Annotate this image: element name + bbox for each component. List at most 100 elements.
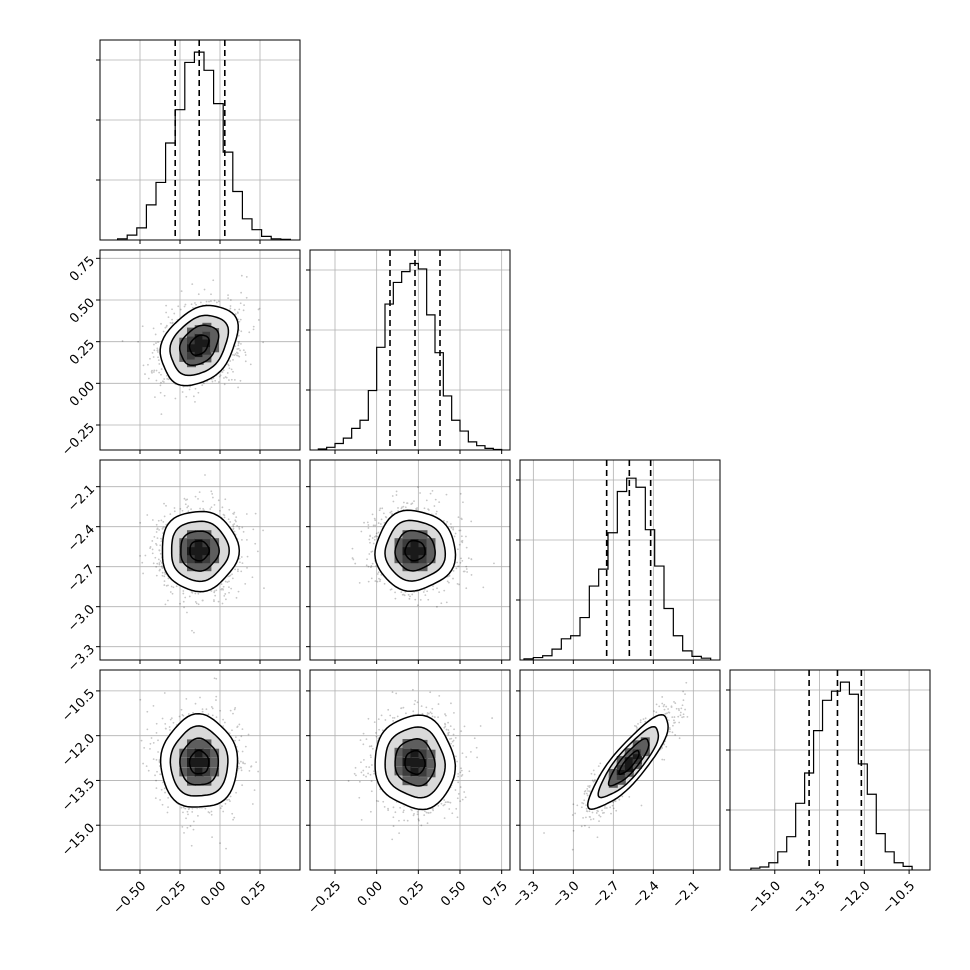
sample-point bbox=[153, 349, 156, 352]
sample-point bbox=[387, 809, 390, 812]
sample-point bbox=[443, 799, 446, 801]
sample-point bbox=[412, 710, 415, 713]
sample-point bbox=[672, 724, 674, 727]
sample-point bbox=[251, 576, 254, 579]
sample-point bbox=[599, 815, 602, 818]
sample-point bbox=[161, 717, 164, 720]
sample-point bbox=[158, 562, 161, 564]
sample-point bbox=[244, 354, 247, 356]
sample-point bbox=[151, 552, 154, 555]
sample-point bbox=[240, 769, 243, 772]
density-cell bbox=[179, 546, 189, 556]
density-cell bbox=[187, 776, 196, 786]
density-cell bbox=[194, 355, 204, 365]
sample-point bbox=[157, 751, 160, 753]
sample-point bbox=[371, 537, 374, 539]
sample-point bbox=[197, 603, 200, 606]
sample-point bbox=[222, 585, 225, 588]
sample-point bbox=[182, 590, 185, 592]
sample-point bbox=[190, 591, 193, 593]
density-cell bbox=[402, 776, 412, 786]
sample-point bbox=[237, 347, 240, 350]
sample-point bbox=[174, 397, 177, 400]
density-cell bbox=[426, 749, 436, 759]
sample-point bbox=[680, 707, 683, 710]
sample-point bbox=[188, 388, 191, 391]
sample-point bbox=[233, 523, 236, 525]
sample-point bbox=[205, 708, 208, 711]
panel-frame bbox=[519, 669, 721, 871]
sample-point bbox=[235, 354, 238, 357]
sample-point bbox=[237, 386, 239, 389]
sample-point bbox=[677, 715, 680, 718]
sample-point bbox=[234, 568, 237, 571]
sample-point bbox=[240, 570, 243, 573]
sample-point bbox=[155, 542, 157, 545]
panel-content bbox=[139, 677, 260, 850]
sample-point bbox=[391, 716, 394, 719]
panel-frame bbox=[99, 459, 301, 661]
sample-point bbox=[154, 396, 156, 399]
sample-point bbox=[358, 796, 361, 799]
density-cell bbox=[616, 775, 626, 785]
sample-point bbox=[375, 731, 377, 734]
sample-point bbox=[155, 787, 158, 790]
sample-point bbox=[230, 368, 233, 371]
sample-point bbox=[165, 584, 168, 587]
density-cell bbox=[394, 554, 404, 564]
sample-point bbox=[370, 745, 373, 747]
x-tick-label: −0.25 bbox=[305, 879, 344, 918]
sample-point bbox=[215, 677, 218, 680]
sample-point bbox=[663, 758, 666, 761]
sample-point bbox=[147, 377, 150, 380]
sample-point bbox=[457, 516, 460, 519]
sample-point bbox=[170, 717, 173, 720]
density-cell bbox=[210, 748, 220, 758]
density-cell bbox=[410, 758, 420, 767]
sample-point bbox=[146, 514, 149, 516]
density-cell bbox=[418, 749, 428, 759]
sample-point bbox=[461, 773, 464, 776]
sample-point bbox=[197, 391, 200, 394]
sample-point bbox=[445, 493, 448, 496]
sample-point bbox=[447, 721, 449, 724]
sample-point bbox=[254, 542, 257, 545]
density-cell bbox=[418, 562, 428, 572]
sample-point bbox=[170, 585, 173, 588]
sample-point bbox=[365, 738, 368, 740]
density-cell bbox=[640, 737, 650, 747]
sample-point bbox=[653, 710, 655, 713]
sample-point bbox=[222, 588, 224, 591]
x-tick-label: −0.50 bbox=[110, 879, 149, 918]
sample-point bbox=[592, 780, 595, 783]
sample-point bbox=[234, 313, 237, 315]
sample-point bbox=[369, 541, 371, 544]
sample-point bbox=[159, 568, 161, 571]
sample-point bbox=[360, 530, 363, 533]
sample-point bbox=[427, 598, 430, 601]
sample-point bbox=[164, 603, 167, 606]
sample-point bbox=[162, 520, 165, 523]
sample-point bbox=[454, 736, 457, 739]
sample-point bbox=[360, 771, 363, 774]
contour-lines bbox=[374, 714, 457, 811]
sample-point bbox=[457, 775, 460, 778]
sample-point bbox=[236, 352, 239, 355]
sample-point bbox=[140, 739, 143, 742]
sample-point bbox=[460, 730, 463, 733]
sample-point bbox=[239, 561, 241, 564]
sample-point bbox=[446, 801, 449, 803]
sample-point bbox=[149, 748, 151, 750]
x-tick-label: 0.00 bbox=[198, 879, 229, 910]
sample-point bbox=[589, 790, 591, 793]
sample-point bbox=[211, 493, 214, 495]
scatter-panel-3-0 bbox=[96, 669, 301, 874]
sample-point bbox=[179, 308, 182, 311]
sample-point bbox=[417, 818, 420, 821]
density-cell bbox=[426, 554, 436, 564]
sample-point bbox=[233, 816, 236, 819]
sample-point bbox=[139, 521, 142, 524]
sample-point bbox=[663, 743, 666, 746]
sample-point bbox=[419, 598, 422, 601]
sample-point bbox=[437, 716, 439, 719]
